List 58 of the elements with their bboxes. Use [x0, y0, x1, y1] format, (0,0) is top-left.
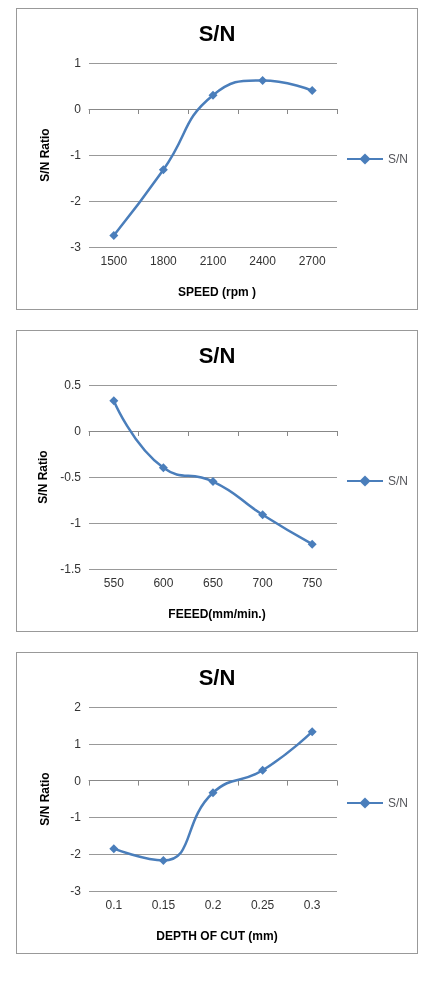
x-tick-label: 0.3	[303, 898, 321, 912]
x-tick-label: 650	[202, 576, 224, 590]
x-tick-label: 750	[302, 576, 323, 590]
y-tick-label: -1	[70, 148, 82, 162]
point	[258, 75, 268, 85]
y-axis-title: S/N Ratio	[38, 772, 52, 826]
point	[109, 396, 119, 406]
y-tick-label: 0	[74, 102, 82, 116]
legend-label: S/N	[388, 796, 409, 810]
y-tick-label: -2	[70, 847, 82, 862]
y-tick-label: -1	[70, 516, 82, 530]
x-tick-label: 2400	[249, 254, 277, 268]
point	[158, 855, 168, 865]
point	[109, 231, 119, 240]
point	[208, 477, 218, 487]
x-tick-label: 0.25	[250, 898, 275, 912]
point	[109, 844, 119, 854]
x-tick-label: 2700	[298, 254, 326, 268]
x-tick-label: 1500	[100, 254, 128, 268]
y-tick-label: 0	[74, 773, 82, 788]
y-axis-title: S/N Ratio	[36, 450, 51, 504]
x-axis-title: DEPTH OF CUT (mm)	[156, 929, 278, 943]
point	[158, 165, 168, 175]
chart-title: S/N	[198, 664, 236, 690]
point	[258, 510, 268, 520]
chart-title: S/N	[198, 20, 236, 46]
point	[208, 90, 218, 100]
x-axis-title: FEEED(mm/min.)	[168, 607, 266, 621]
y-tick-label: -1.5	[60, 562, 82, 576]
y-tick-label: 0.5	[64, 378, 82, 392]
x-tick-label: 600	[153, 576, 174, 590]
x-axis-title: SPEED (rpm )	[177, 285, 257, 299]
point	[307, 727, 317, 737]
x-tick-label: 1800	[150, 254, 178, 268]
point	[158, 463, 168, 473]
y-tick-label: -0.5	[60, 470, 82, 484]
point	[208, 788, 218, 798]
x-tick-label: 0.15	[151, 898, 176, 912]
y-tick-label: 0	[74, 424, 82, 438]
x-tick-label: 550	[103, 576, 125, 590]
y-tick-label: -3	[70, 884, 82, 898]
y-tick-label: -1	[70, 810, 82, 825]
y-tick-label: -3	[70, 240, 82, 254]
chart-title: S/N	[198, 342, 236, 368]
x-tick-label: 0.1	[105, 898, 123, 912]
y-tick-label: 1	[74, 56, 82, 70]
y-axis-title: S/N Ratio	[38, 128, 52, 182]
y-tick-label: 1	[74, 736, 82, 751]
x-tick-label: 2100	[199, 254, 227, 268]
y-tick-label: 2	[74, 700, 82, 714]
y-tick-label: -2	[70, 194, 82, 208]
point	[307, 86, 317, 96]
legend-label: S/N	[388, 152, 409, 166]
point	[258, 765, 268, 775]
point	[307, 539, 317, 549]
x-tick-label: 700	[252, 576, 273, 590]
x-tick-label: 0.2	[204, 898, 222, 912]
legend-label: S/N	[388, 474, 409, 488]
